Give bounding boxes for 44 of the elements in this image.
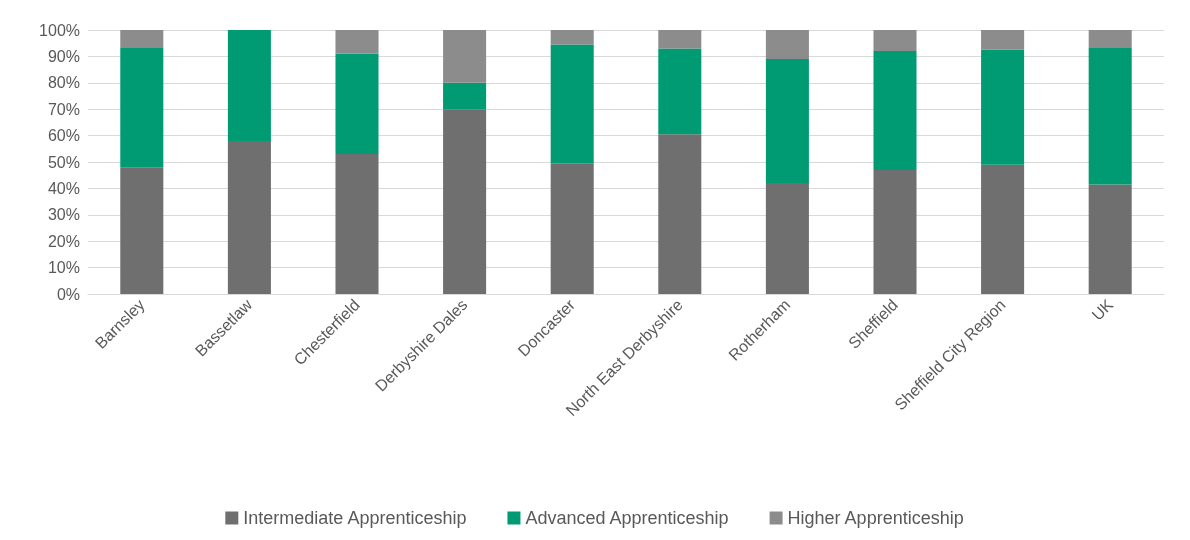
bar [443, 109, 487, 294]
bar [443, 30, 487, 83]
bar [981, 30, 1025, 50]
y-tick-label: 90% [47, 47, 80, 65]
bar [658, 48, 702, 135]
bar [120, 30, 164, 48]
bar [550, 163, 594, 294]
bar [981, 49, 1025, 165]
bar [120, 167, 164, 294]
bar [1088, 184, 1132, 294]
bar [1088, 47, 1132, 185]
bar [765, 183, 809, 294]
y-tick-label: 100% [39, 21, 80, 39]
bar [550, 30, 594, 45]
y-tick-label: 60% [47, 127, 80, 145]
bar [658, 134, 702, 294]
legend-label: Higher Apprenticeship [787, 508, 964, 528]
bar [335, 154, 379, 294]
bar [550, 44, 594, 164]
y-tick-label: 80% [47, 74, 80, 92]
y-tick-label: 40% [47, 179, 80, 197]
bar [335, 30, 379, 54]
bar [873, 30, 917, 52]
y-tick-label: 20% [47, 232, 80, 250]
x-tick-label: UK [1088, 295, 1117, 324]
bar [765, 30, 809, 60]
y-tick-label: 0% [56, 285, 80, 303]
bar [335, 53, 379, 155]
bar [765, 59, 809, 184]
bar [227, 30, 271, 141]
y-tick-label: 30% [47, 206, 80, 224]
bar [227, 140, 271, 294]
legend-label: Intermediate Apprenticeship [243, 508, 467, 528]
legend-label: Advanced Apprenticeship [525, 508, 729, 528]
bar [658, 30, 702, 49]
bar [1088, 30, 1132, 48]
y-tick-label: 70% [47, 100, 80, 118]
y-tick-label: 50% [47, 153, 80, 171]
bar [981, 164, 1025, 294]
bar [443, 82, 487, 110]
bar [873, 51, 917, 170]
bar [873, 169, 917, 294]
bar [120, 47, 164, 168]
y-tick-label: 10% [47, 259, 80, 277]
